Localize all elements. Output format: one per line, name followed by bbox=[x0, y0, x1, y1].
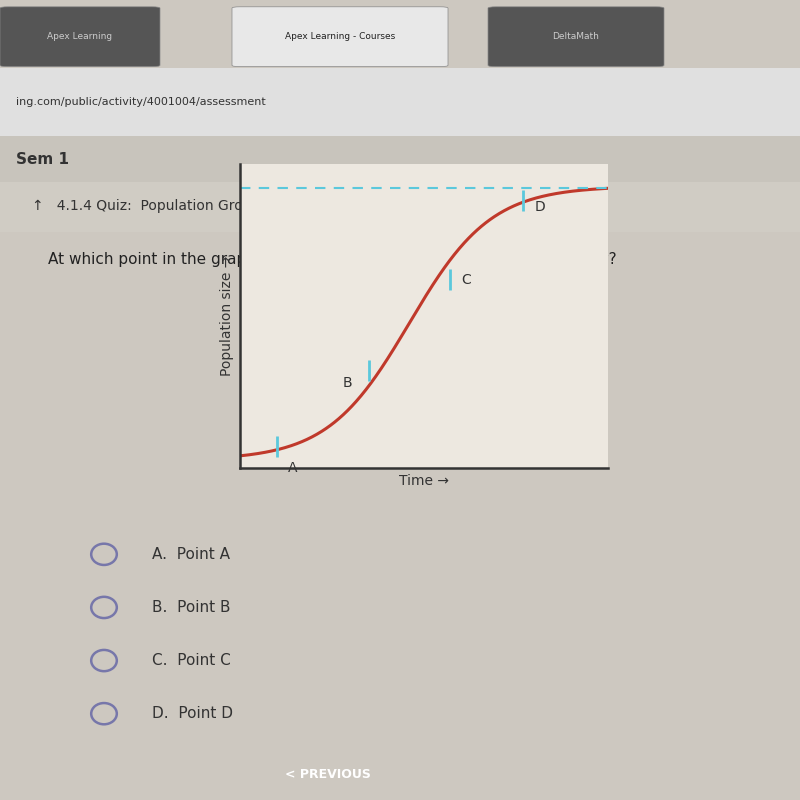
FancyBboxPatch shape bbox=[232, 6, 448, 66]
Text: Apex Learning: Apex Learning bbox=[47, 32, 113, 42]
FancyBboxPatch shape bbox=[488, 6, 664, 66]
Text: B.  Point B: B. Point B bbox=[152, 600, 230, 615]
Bar bbox=[0, 68, 800, 136]
Text: At which point in the graph has the population reached carrying capacity?: At which point in the graph has the popu… bbox=[48, 252, 617, 267]
Text: ing.com/public/activity/4001004/assessment: ing.com/public/activity/4001004/assessme… bbox=[16, 97, 266, 107]
FancyBboxPatch shape bbox=[0, 6, 160, 66]
Text: D: D bbox=[534, 199, 545, 214]
Bar bbox=[0, 182, 800, 232]
Text: < PREVIOUS: < PREVIOUS bbox=[285, 767, 371, 781]
Text: Apex Learning - Courses: Apex Learning - Courses bbox=[285, 32, 395, 42]
X-axis label: Time →: Time → bbox=[399, 474, 449, 487]
Text: A.  Point A: A. Point A bbox=[152, 547, 230, 562]
Text: ↑   4.1.4 Quiz:  Population Growth: ↑ 4.1.4 Quiz: Population Growth bbox=[32, 198, 268, 213]
Bar bbox=[0, 136, 800, 182]
Text: Sem 1: Sem 1 bbox=[16, 152, 69, 166]
Y-axis label: Population size →: Population size → bbox=[221, 256, 234, 376]
Text: A: A bbox=[288, 461, 298, 475]
Text: D.  Point D: D. Point D bbox=[152, 706, 233, 721]
Text: C: C bbox=[461, 273, 470, 286]
Text: C.  Point C: C. Point C bbox=[152, 653, 230, 668]
Text: B: B bbox=[343, 376, 353, 390]
Text: DeltaMath: DeltaMath bbox=[553, 32, 599, 42]
